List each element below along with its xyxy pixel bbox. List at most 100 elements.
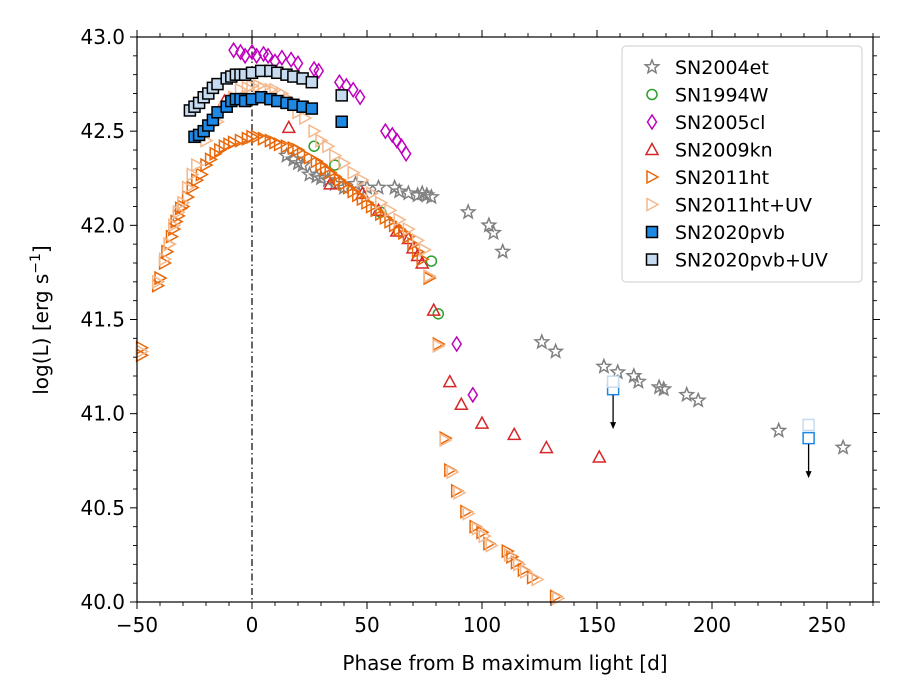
data-point-sn2011ht [411, 244, 426, 259]
data-point-sn2011ht [303, 150, 318, 165]
data-point-sn2020pvb+uv [305, 75, 319, 89]
data-point-sn2011ht [154, 270, 168, 286]
data-point-sn2011ht+uv [485, 538, 499, 553]
data-point-sn2011ht+uv [234, 82, 249, 97]
data-point-sn2011ht [338, 176, 352, 192]
data-point-sn2011ht+uv [168, 218, 182, 233]
data-point-sn2011ht+uv [439, 432, 453, 448]
data-point-sn2011ht [384, 214, 398, 229]
legend-marker [645, 225, 659, 239]
data-point-sn2009kn [506, 426, 522, 441]
data-point-sn2004et [346, 174, 365, 192]
axes: −50 0 50 100 150 200 250 40.0 40.5 41.0 41.5 42.0 42… [80, 25, 880, 637]
data-point-sn2011ht [352, 187, 366, 203]
y-tick-label: 41.5 [80, 308, 125, 332]
data-point-sn2009kn [426, 302, 441, 316]
legend-item-sn2011ht+uv: SN2011ht+UV [646, 195, 812, 217]
data-point-sn2005cl [400, 145, 412, 163]
data-point-sn2011ht [370, 203, 384, 218]
plot-area [135, 37, 852, 606]
data-point-sn2011ht+uv [177, 195, 191, 210]
data-point-sn2011ht+uv [478, 528, 492, 544]
legend-item-sn2011ht: SN2011ht [646, 167, 769, 189]
data-point-sn2011ht [379, 210, 393, 226]
data-point-sn2020pvb+uv [335, 89, 348, 102]
data-point-sn2011ht+uv [151, 274, 166, 290]
data-point-sn2011ht [329, 169, 343, 184]
y-tick-label: 42.0 [80, 213, 125, 237]
data-point-sn2011ht [375, 206, 389, 222]
y-axis-title-superscript: −1 [28, 253, 44, 274]
data-point-sn2004et [533, 333, 551, 350]
data-point-sn1994w [432, 308, 445, 320]
data-point-sn2011ht+uv [257, 80, 272, 96]
data-point-sn2011ht+uv [347, 165, 361, 180]
data-point-sn2004et [459, 203, 477, 220]
legend-marker [646, 197, 660, 212]
data-point-sn2011ht [315, 157, 329, 173]
data-point-sn2011ht [191, 172, 205, 188]
series-sn2020pvb+uv [183, 64, 348, 117]
data-point-sn2011ht [181, 189, 196, 205]
data-point-sn2011ht+uv [432, 338, 446, 354]
data-point-sn2011ht [501, 543, 515, 559]
data-point-sn2011ht+uv [315, 133, 329, 148]
data-point-sn2011ht+uv [393, 212, 407, 227]
data-point-sn2011ht+uv [519, 564, 534, 580]
data-point-sn2011ht+uv [163, 236, 177, 252]
y-tick-label: 40.0 [80, 590, 125, 614]
data-point-sn2011ht+uv [446, 464, 460, 480]
data-point-sn2004et [422, 188, 441, 205]
data-point-sn2011ht [273, 137, 288, 152]
data-point-sn2011ht [246, 129, 260, 145]
legend-item-sn2009kn: SN2009kn [644, 140, 773, 162]
data-point-sn2005cl [451, 335, 463, 353]
data-point-sn2009kn [474, 415, 490, 429]
x-tick-label: 150 [578, 613, 616, 637]
data-point-sn2011ht [209, 146, 223, 162]
data-point-sn2011ht [347, 184, 361, 199]
legend-label: SN2005cl [675, 112, 765, 134]
x-tick-label: 100 [463, 613, 501, 637]
series-sn2005cl [228, 41, 479, 404]
data-point-sn2011ht [204, 152, 219, 167]
data-point-sn2004et [609, 363, 627, 380]
data-point-sn2011ht+uv [418, 242, 433, 258]
data-point-sn2005cl [380, 122, 391, 140]
data-point-sn2011ht+uv [186, 167, 200, 182]
data-point-sn2005cl [391, 132, 403, 149]
data-point-sn2011ht [186, 180, 200, 195]
data-point-sn2011ht [257, 131, 272, 146]
upper-limit-arrowhead [805, 471, 812, 479]
legend-marker [646, 113, 658, 131]
legend-label: SN2020pvb+UV [675, 250, 828, 272]
x-tick-label: −50 [116, 613, 158, 637]
data-point-sn2004et [293, 156, 312, 173]
data-point-sn2005cl [354, 88, 366, 106]
data-point-sn2005cl [246, 43, 258, 61]
x-tick-label: 250 [808, 613, 846, 637]
data-point-sn2011ht+uv [411, 233, 426, 248]
data-point-sn2011ht+uv [471, 521, 485, 536]
data-point-sn2005cl [313, 62, 325, 80]
data-point-sn2011ht+uv [462, 506, 476, 521]
data-point-sn2011ht [170, 214, 184, 229]
data-point-sn2005cl [228, 41, 239, 59]
data-point-sn2011ht [280, 138, 295, 154]
legend-marker [646, 88, 658, 101]
data-point-sn2011ht [333, 172, 347, 188]
data-point-sn2009kn [281, 119, 297, 134]
data-point-sn2004et [484, 223, 503, 241]
data-point-sn2011ht+uv [365, 186, 380, 201]
data-point-sn2009kn [414, 255, 430, 269]
legend-item-sn1994w: SN1994W [646, 85, 769, 107]
data-point-sn1994w [308, 140, 320, 152]
data-point-sn2011ht [356, 191, 370, 207]
data-point-sn2011ht [250, 129, 265, 145]
data-point-sn2011ht [398, 225, 412, 241]
data-point-sn2011ht+uv [308, 123, 322, 139]
data-point-sn2004et [369, 178, 388, 195]
data-point-sn2005cl [308, 60, 320, 78]
data-point-sn2004et [629, 372, 648, 389]
